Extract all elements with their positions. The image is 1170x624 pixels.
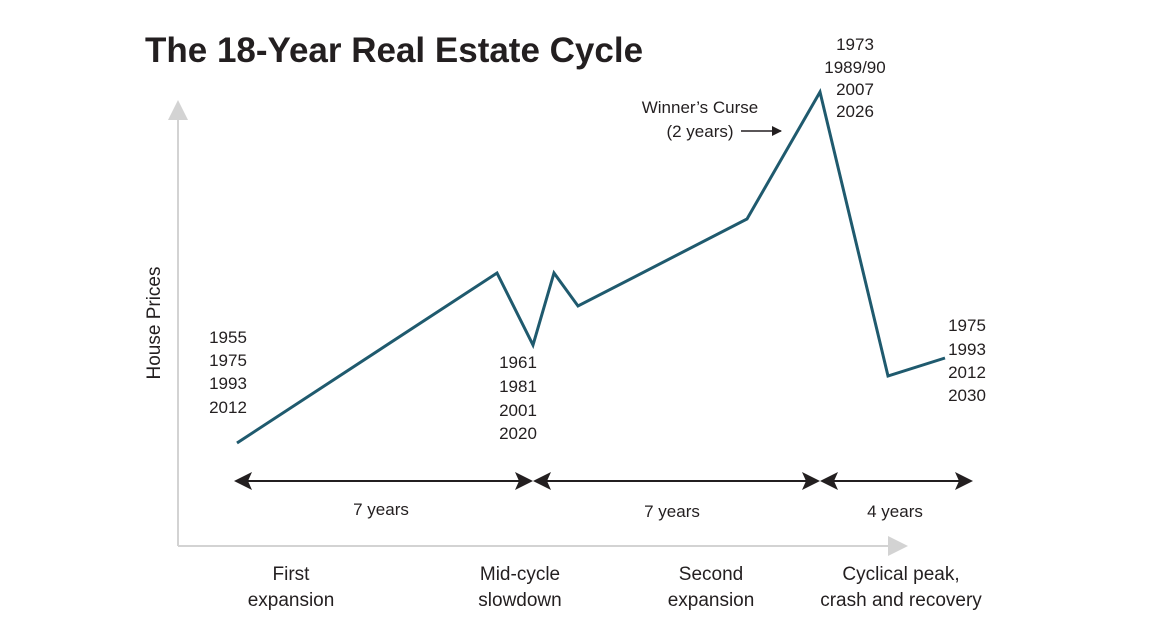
duration-arrowhead <box>234 472 252 490</box>
price-cycle-line <box>236 87 946 445</box>
duration-label: 7 years <box>644 502 700 521</box>
year-label: 1989/90 <box>824 58 885 77</box>
year-label: 2030 <box>948 386 986 405</box>
y-axis-arrowhead <box>168 100 188 120</box>
phase-label: slowdown <box>478 590 561 611</box>
year-label: 1975 <box>948 316 986 335</box>
year-label: 2007 <box>836 80 874 99</box>
axes <box>168 100 908 556</box>
year-label: 1955 <box>209 328 247 347</box>
winners-curse-duration: (2 years) <box>666 122 733 141</box>
year-label: 1973 <box>836 35 874 54</box>
phase-label: crash and recovery <box>820 590 982 611</box>
duration-arrowhead <box>515 472 533 490</box>
year-label: 2026 <box>836 102 874 121</box>
x-axis-arrowhead <box>888 536 908 556</box>
year-label: 1961 <box>499 353 537 372</box>
year-group-peak: 1973 1989/90 2007 2026 <box>824 35 885 121</box>
year-label: 1993 <box>948 340 986 359</box>
phase-label: Mid-cycle <box>480 564 560 585</box>
duration-label: 4 years <box>867 502 923 521</box>
phase-labels: First expansion Mid-cycle slowdown Secon… <box>248 564 983 611</box>
y-axis-label: House Prices <box>144 267 165 380</box>
phase-label: expansion <box>668 590 755 611</box>
year-group-mid-cycle: 1961 1981 2001 2020 <box>499 353 537 443</box>
winners-curse-label: Winner’s Curse <box>642 98 759 117</box>
duration-arrows: 7 years 7 years 4 years <box>234 472 973 521</box>
year-label: 2012 <box>209 398 247 417</box>
year-label: 2012 <box>948 363 986 382</box>
phase-label: expansion <box>248 590 335 611</box>
year-label: 1981 <box>499 377 537 396</box>
year-label: 1993 <box>209 374 247 393</box>
year-label: 2001 <box>499 401 537 420</box>
year-label: 1975 <box>209 351 247 370</box>
year-group-end: 1975 1993 2012 2030 <box>948 316 986 405</box>
duration-arrowhead <box>820 472 838 490</box>
diagram-title: The 18-Year Real Estate Cycle <box>145 31 643 70</box>
year-label: 2020 <box>499 424 537 443</box>
duration-arrowhead <box>955 472 973 490</box>
phase-label: Second <box>679 564 743 585</box>
winners-curse-annotation: Winner’s Curse (2 years) <box>642 98 782 141</box>
duration-label: 7 years <box>353 500 409 519</box>
year-group-start: 1955 1975 1993 2012 <box>209 328 247 417</box>
phase-label: Cyclical peak, <box>842 564 959 585</box>
duration-arrowhead <box>533 472 551 490</box>
phase-label: First <box>273 564 311 585</box>
duration-arrowhead <box>802 472 820 490</box>
